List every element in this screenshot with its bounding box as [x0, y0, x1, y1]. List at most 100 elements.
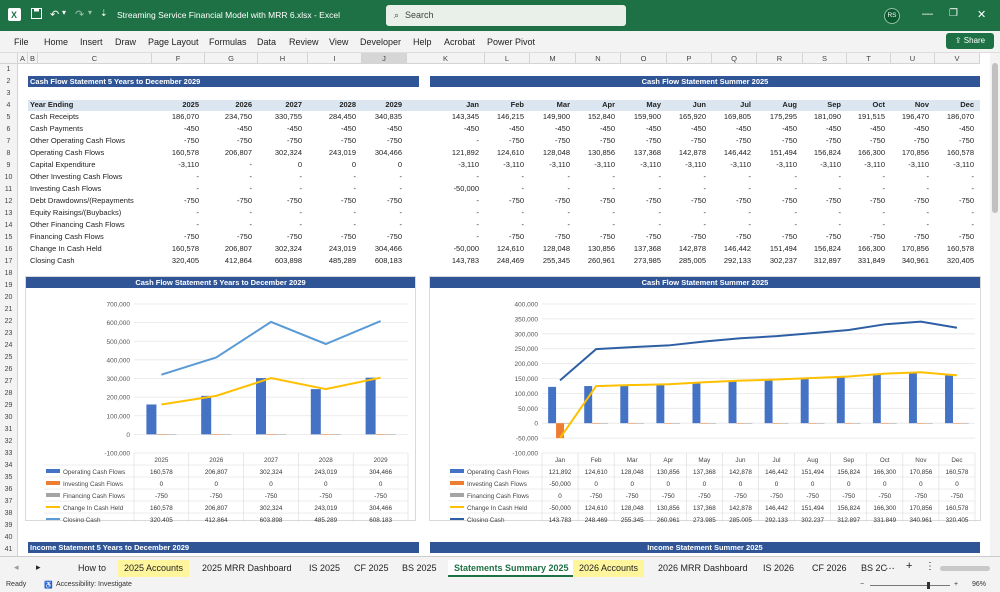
row-header-23[interactable]: 23 — [0, 328, 18, 340]
menu-developer[interactable]: Developer — [360, 37, 402, 47]
row-header-37[interactable]: 37 — [0, 496, 18, 508]
zoom-in-icon[interactable]: + — [954, 581, 959, 588]
row-header-20[interactable]: 20 — [0, 292, 18, 304]
undo-dropdown-icon[interactable]: ▾ — [62, 8, 67, 17]
row-header-32[interactable]: 32 — [0, 436, 18, 448]
row-header-5[interactable]: 5 — [0, 112, 18, 124]
row-header-24[interactable]: 24 — [0, 340, 18, 352]
row-header-35[interactable]: 35 — [0, 472, 18, 484]
column-header-N[interactable]: N — [576, 53, 621, 64]
column-header-K[interactable]: K — [407, 53, 485, 64]
sheet-tab[interactable]: 2025 MRR Dashboard — [202, 563, 292, 573]
column-header-H[interactable]: H — [258, 53, 308, 64]
menu-page-layout[interactable]: Page Layout — [148, 37, 199, 47]
menu-home[interactable]: Home — [44, 37, 69, 47]
sheet-tab[interactable]: BS 2025 — [402, 563, 437, 573]
row-header-34[interactable]: 34 — [0, 460, 18, 472]
tab-scroll-left-icon[interactable]: ◂ — [14, 562, 19, 572]
zoom-slider[interactable] — [870, 585, 950, 586]
column-header-T[interactable]: T — [847, 53, 891, 64]
column-header-C[interactable]: C — [38, 53, 152, 64]
row-header-11[interactable]: 11 — [0, 184, 18, 196]
row-header-38[interactable]: 38 — [0, 508, 18, 520]
column-header-A[interactable]: A — [18, 53, 28, 64]
row-header-31[interactable]: 31 — [0, 424, 18, 436]
column-header-U[interactable]: U — [891, 53, 935, 64]
row-header-3[interactable]: 3 — [0, 88, 18, 100]
menu-help[interactable]: Help — [413, 37, 432, 47]
row-header-16[interactable]: 16 — [0, 244, 18, 256]
menu-data[interactable]: Data — [257, 37, 277, 47]
menu-insert[interactable]: Insert — [80, 37, 103, 47]
column-header-Q[interactable]: Q — [712, 53, 757, 64]
vertical-scroll-thumb[interactable] — [992, 63, 998, 213]
sheet-tab[interactable]: 2026 Accounts — [573, 560, 645, 577]
row-header-26[interactable]: 26 — [0, 364, 18, 376]
minimize-icon[interactable]: — — [922, 8, 933, 20]
sheet-tab[interactable]: CF 2025 — [354, 563, 389, 573]
customize-toolbar-icon[interactable]: ⇣ — [100, 8, 108, 18]
chart-monthly-box[interactable]: Cash Flow Statement Summer 2025 400,000 3… — [429, 276, 981, 522]
row-header-22[interactable]: 22 — [0, 316, 18, 328]
sheet-tab[interactable]: 2026 MRR Dashboard — [658, 563, 748, 573]
zoom-out-icon[interactable]: − — [860, 581, 865, 588]
sheet-tab[interactable]: 2025 Accounts — [118, 560, 190, 577]
select-all-corner[interactable] — [0, 53, 18, 64]
menu-draw[interactable]: Draw — [115, 37, 137, 47]
zoom-slider-thumb[interactable] — [927, 582, 930, 589]
sheet-tab[interactable]: BS 2C — [861, 563, 888, 573]
menu-acrobat[interactable]: Acrobat — [444, 37, 476, 47]
row-header-36[interactable]: 36 — [0, 484, 18, 496]
column-header-L[interactable]: L — [485, 53, 530, 64]
row-header-29[interactable]: 29 — [0, 400, 18, 412]
row-header-14[interactable]: 14 — [0, 220, 18, 232]
row-header-19[interactable]: 19 — [0, 280, 18, 292]
save-icon[interactable] — [31, 8, 42, 22]
row-header-17[interactable]: 17 — [0, 256, 18, 268]
sheet-tab[interactable]: How to — [78, 563, 107, 573]
row-header-10[interactable]: 10 — [0, 172, 18, 184]
row-header-27[interactable]: 27 — [0, 376, 18, 388]
search-box[interactable]: ⌕ Search — [386, 5, 626, 26]
add-sheet-icon[interactable]: + — [906, 560, 913, 572]
row-header-21[interactable]: 21 — [0, 304, 18, 316]
column-header-V[interactable]: V — [935, 53, 980, 64]
close-icon[interactable]: ✕ — [977, 9, 987, 21]
more-tabs-icon[interactable]: … — [885, 561, 895, 572]
vertical-scrollbar[interactable] — [990, 53, 1000, 556]
sheet-tab[interactable]: IS 2025 — [309, 563, 341, 573]
column-header-M[interactable]: M — [530, 53, 576, 64]
row-header-1[interactable]: 1 — [0, 64, 18, 76]
redo-icon[interactable]: ↷ — [75, 9, 85, 21]
row-header-33[interactable]: 33 — [0, 448, 18, 460]
sheet-tab[interactable]: CF 2026 — [812, 563, 847, 573]
sheet-tab[interactable]: Statements Summary 2025 — [448, 560, 575, 577]
zoom-level[interactable]: 96% — [972, 581, 987, 588]
row-header-30[interactable]: 30 — [0, 412, 18, 424]
column-header-R[interactable]: R — [757, 53, 803, 64]
row-header-8[interactable]: 8 — [0, 148, 18, 160]
column-header-I[interactable]: I — [308, 53, 362, 64]
row-header-15[interactable]: 15 — [0, 232, 18, 244]
column-header-P[interactable]: P — [667, 53, 712, 64]
column-header-S[interactable]: S — [803, 53, 847, 64]
row-header-13[interactable]: 13 — [0, 208, 18, 220]
horizontal-scrollbar[interactable] — [940, 566, 990, 571]
tab-scroll-right-icon[interactable]: ▸ — [36, 562, 41, 572]
menu-file[interactable]: File — [14, 37, 29, 47]
row-header-25[interactable]: 25 — [0, 352, 18, 364]
undo-icon[interactable]: ↶ — [50, 9, 60, 21]
column-header-F[interactable]: F — [152, 53, 205, 64]
menu-view[interactable]: View — [329, 37, 349, 47]
column-header-B[interactable]: B — [28, 53, 38, 64]
row-header-39[interactable]: 39 — [0, 520, 18, 532]
redo-dropdown-icon[interactable]: ▾ — [88, 8, 93, 17]
column-header-O[interactable]: O — [621, 53, 667, 64]
row-header-28[interactable]: 28 — [0, 388, 18, 400]
row-header-2[interactable]: 2 — [0, 76, 18, 88]
row-header-18[interactable]: 18 — [0, 268, 18, 280]
share-button[interactable]: ⇪ Share — [946, 33, 994, 49]
menu-formulas[interactable]: Formulas — [209, 37, 247, 47]
row-header-6[interactable]: 6 — [0, 124, 18, 136]
